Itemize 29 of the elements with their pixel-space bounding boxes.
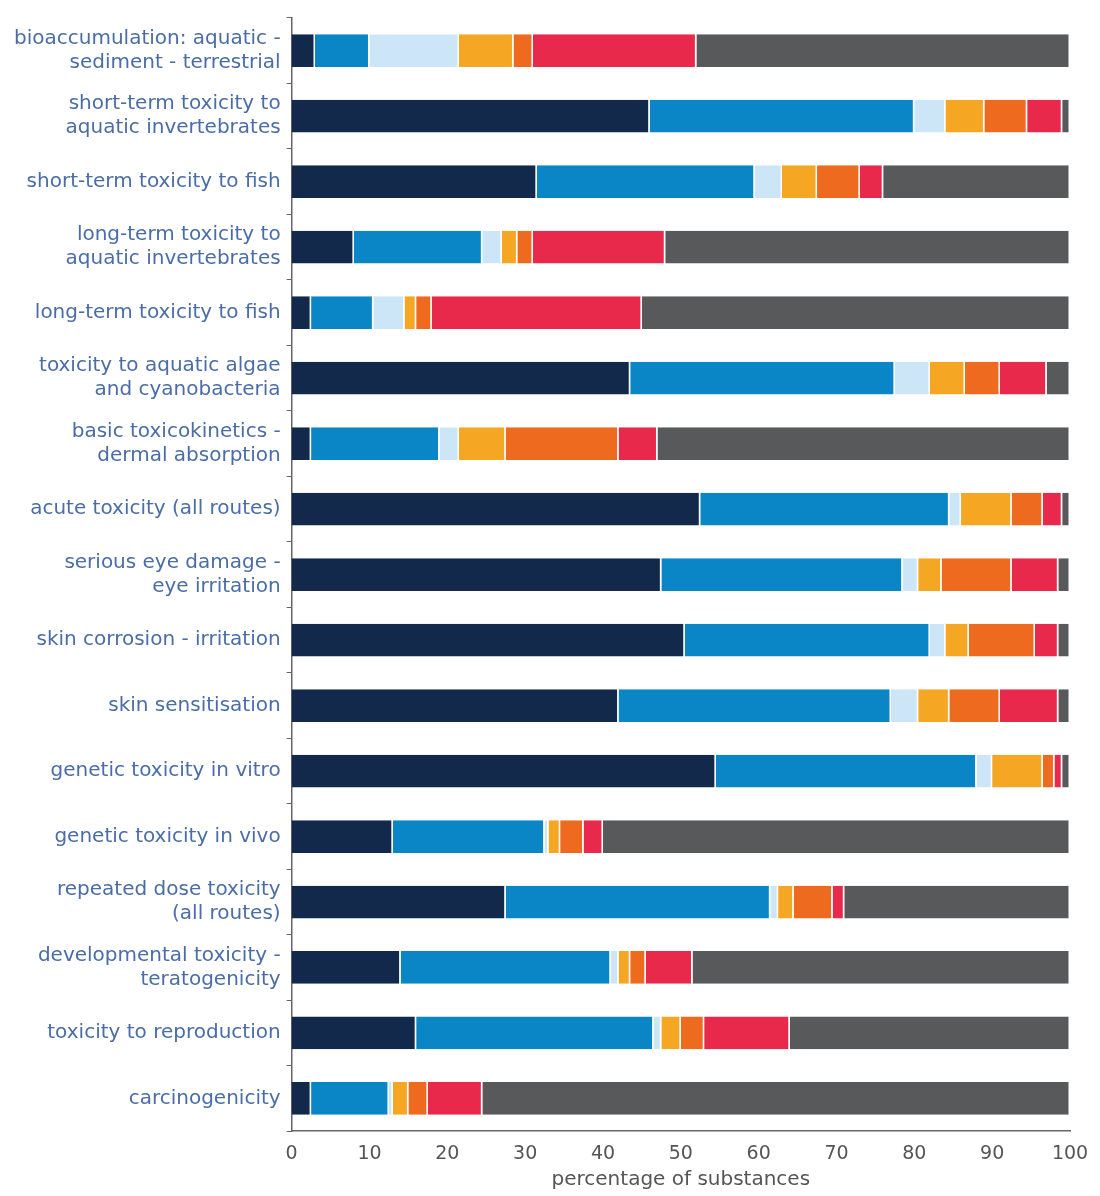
x-tick-label: 20	[435, 1140, 460, 1163]
x-tick-label: 70	[824, 1140, 849, 1163]
y-tick-label: acute toxicity (all routes)	[30, 495, 281, 520]
y-tick-label: genetic toxicity in vivo	[54, 822, 281, 847]
y-tick-label: toxicity to aquatic algae and cyanobacteria	[39, 352, 281, 401]
y-tick-label: long-term toxicity to fish	[34, 298, 281, 323]
x-axis-title: percentage of substances	[551, 1166, 811, 1191]
y-tick-label: bioaccumulation: aquatic - sediment - terrestrial	[14, 24, 281, 73]
x-tick-label: 30	[513, 1140, 538, 1163]
y-tick-label: short-term toxicity to fish	[26, 167, 281, 192]
x-tick-label: 80	[902, 1140, 927, 1163]
y-tick-label: basic toxicokinetics - dermal absorption	[71, 417, 281, 466]
y-tick-label: skin sensitisation	[108, 691, 281, 716]
x-tick-label: 60	[746, 1140, 771, 1163]
y-tick-label: developmental toxicity - teratogenicity	[37, 941, 281, 990]
y-tick-label: skin corrosion - irritation	[36, 626, 281, 651]
x-tick-label: 0	[285, 1140, 298, 1163]
x-tick-label: 90	[980, 1140, 1005, 1163]
y-tick-label: repeated dose toxicity (all routes)	[56, 876, 281, 925]
y-tick-label: short-term toxicity to aquatic invertebrates	[65, 90, 281, 139]
y-tick-label: genetic toxicity in vitro	[50, 757, 281, 782]
y-tick-label: carcinogenicity	[128, 1084, 281, 1109]
y-tick-label: long-term toxicity to aquatic invertebrates	[65, 221, 281, 270]
x-tick-label: 40	[590, 1140, 616, 1163]
x-tick-label: 50	[668, 1140, 693, 1163]
y-tick-label: toxicity to reproduction	[47, 1019, 281, 1044]
x-tick-label: 10	[357, 1140, 382, 1163]
y-tick-label: serious eye damage - eye irritation	[64, 548, 281, 597]
x-tick-label: 100	[1051, 1140, 1089, 1163]
